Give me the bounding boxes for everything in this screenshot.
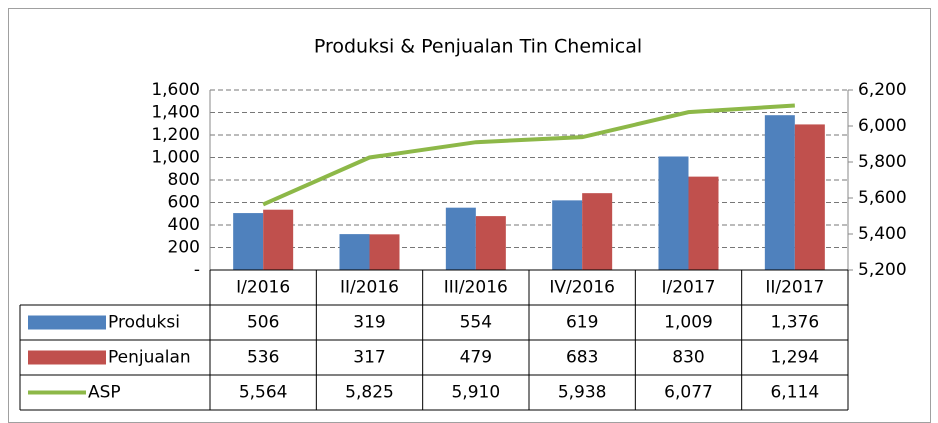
y2-tick-label: 5,600: [858, 188, 907, 208]
y2-tick-label: 5,400: [858, 224, 907, 244]
bar: [233, 213, 264, 270]
bar: [658, 156, 689, 270]
table-cell: 506: [247, 313, 279, 333]
x-tick-label: I/2017: [661, 278, 715, 298]
bar: [552, 200, 583, 270]
bar: [688, 176, 719, 270]
y-tick-label: 1,000: [151, 148, 200, 168]
table-cell: 317: [353, 348, 385, 368]
x-tick-label: II/2017: [765, 278, 824, 298]
legend-swatch: [28, 350, 106, 365]
table-cell: 554: [460, 313, 492, 333]
bar: [582, 193, 613, 270]
y2-tick-label: 5,800: [858, 152, 907, 172]
bar: [475, 216, 506, 270]
table-cell: 319: [353, 313, 385, 333]
bar: [339, 234, 370, 270]
table-cell: 619: [566, 313, 598, 333]
asp-line: [262, 103, 795, 207]
x-tick-label: IV/2016: [549, 278, 615, 298]
bar: [764, 115, 795, 270]
bar: [794, 124, 825, 270]
x-tick-label: III/2016: [444, 278, 508, 298]
bar: [263, 209, 294, 270]
y-tick-label: 600: [168, 193, 200, 213]
table-cell: 683: [566, 348, 598, 368]
x-tick-label: I/2016: [236, 278, 290, 298]
legend-label: Penjualan: [108, 348, 191, 368]
table-cell: 5,910: [451, 383, 500, 403]
y-tick-label: 800: [168, 170, 200, 190]
legend-swatch: [28, 315, 106, 330]
x-tick-label: II/2016: [340, 278, 399, 298]
y-tick-label: -: [194, 260, 200, 280]
table-cell: 5,938: [558, 383, 607, 403]
bar: [369, 234, 400, 270]
y-tick-label: 1,400: [151, 103, 200, 123]
y2-tick-label: 5,200: [858, 260, 907, 280]
chart-title: Produksi & Penjualan Tin Chemical: [314, 36, 642, 58]
y-tick-label: 1,600: [151, 80, 200, 100]
table-cell: 479: [460, 348, 492, 368]
y-tick-label: 200: [168, 238, 200, 258]
legend-label: ASP: [88, 383, 121, 403]
table-cell: 536: [247, 348, 279, 368]
table-cell: 5,564: [239, 383, 288, 403]
legend-label: Produksi: [108, 313, 180, 333]
table-cell: 1,294: [770, 348, 819, 368]
table-cell: 1,376: [770, 313, 819, 333]
table-cell: 6,114: [770, 383, 819, 403]
y2-tick-label: 6,000: [858, 116, 907, 136]
table-cell: 830: [672, 348, 704, 368]
table-cell: 1,009: [664, 313, 713, 333]
y-tick-label: 400: [168, 215, 200, 235]
table-cell: 6,077: [664, 383, 713, 403]
table-cell: 5,825: [345, 383, 394, 403]
y-tick-label: 1,200: [151, 125, 200, 145]
bar: [445, 207, 476, 270]
y2-tick-label: 6,200: [858, 80, 907, 100]
